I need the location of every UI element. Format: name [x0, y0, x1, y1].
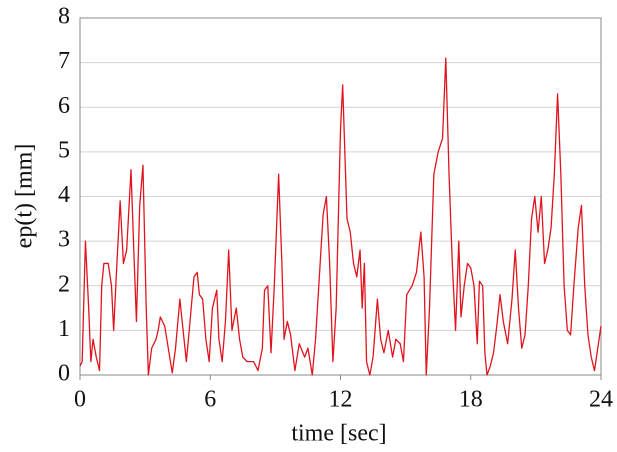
y-tick-label: 1: [58, 316, 70, 342]
x-tick-label: 6: [204, 387, 216, 413]
data-line: [79, 57, 602, 376]
y-tick-label: 0: [58, 361, 70, 387]
y-tick-label: 3: [58, 227, 70, 253]
y-axis-label: ep(t) [mm]: [12, 144, 38, 249]
x-tick-label: 12: [329, 387, 353, 413]
y-tick-label: 5: [58, 137, 70, 163]
plot-frame: [79, 17, 602, 376]
y-tick-label: 6: [58, 93, 70, 119]
y-tick-label: 8: [58, 4, 70, 30]
x-axis-label: time [sec]: [291, 421, 386, 447]
x-tick-label: 24: [589, 387, 613, 413]
x-tick-label: 0: [74, 387, 86, 413]
y-tick-label: 2: [58, 271, 70, 297]
y-tick-label: 4: [58, 182, 70, 208]
y-tick-label: 7: [58, 48, 70, 74]
x-tick-label: 18: [459, 387, 483, 413]
